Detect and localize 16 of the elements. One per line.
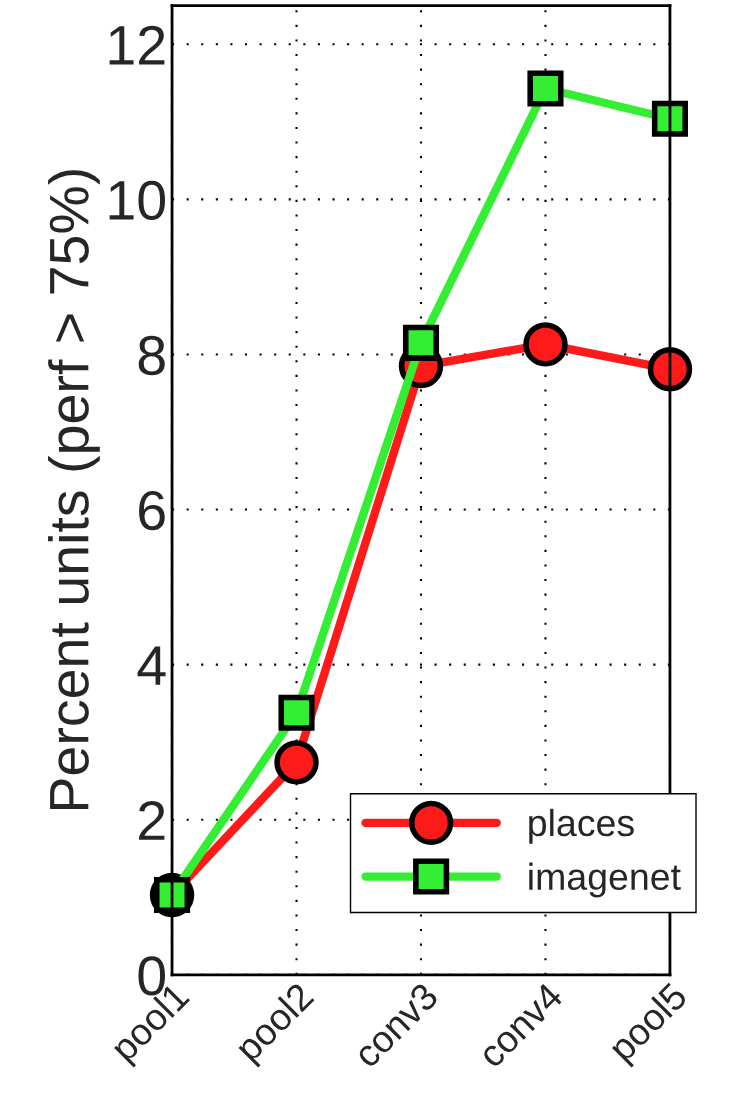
point <box>278 694 315 731</box>
y-tick-label: 12 <box>109 25 165 65</box>
y-tick-label: 4 <box>137 646 166 685</box>
point <box>402 324 440 361</box>
point <box>651 100 689 137</box>
legend-label: imagenet <box>529 862 681 898</box>
y-tick-label: 8 <box>138 335 165 376</box>
y-tick-label: 6 <box>139 490 165 531</box>
point <box>647 346 693 392</box>
y-axis-title: Percent units (perf > 75%) <box>48 170 100 810</box>
point <box>527 70 564 107</box>
point <box>274 740 319 785</box>
y-tick-label: 2 <box>139 801 165 840</box>
point <box>523 322 568 367</box>
y-tick-label: 10 <box>109 180 166 221</box>
legend-label: places <box>529 808 634 844</box>
